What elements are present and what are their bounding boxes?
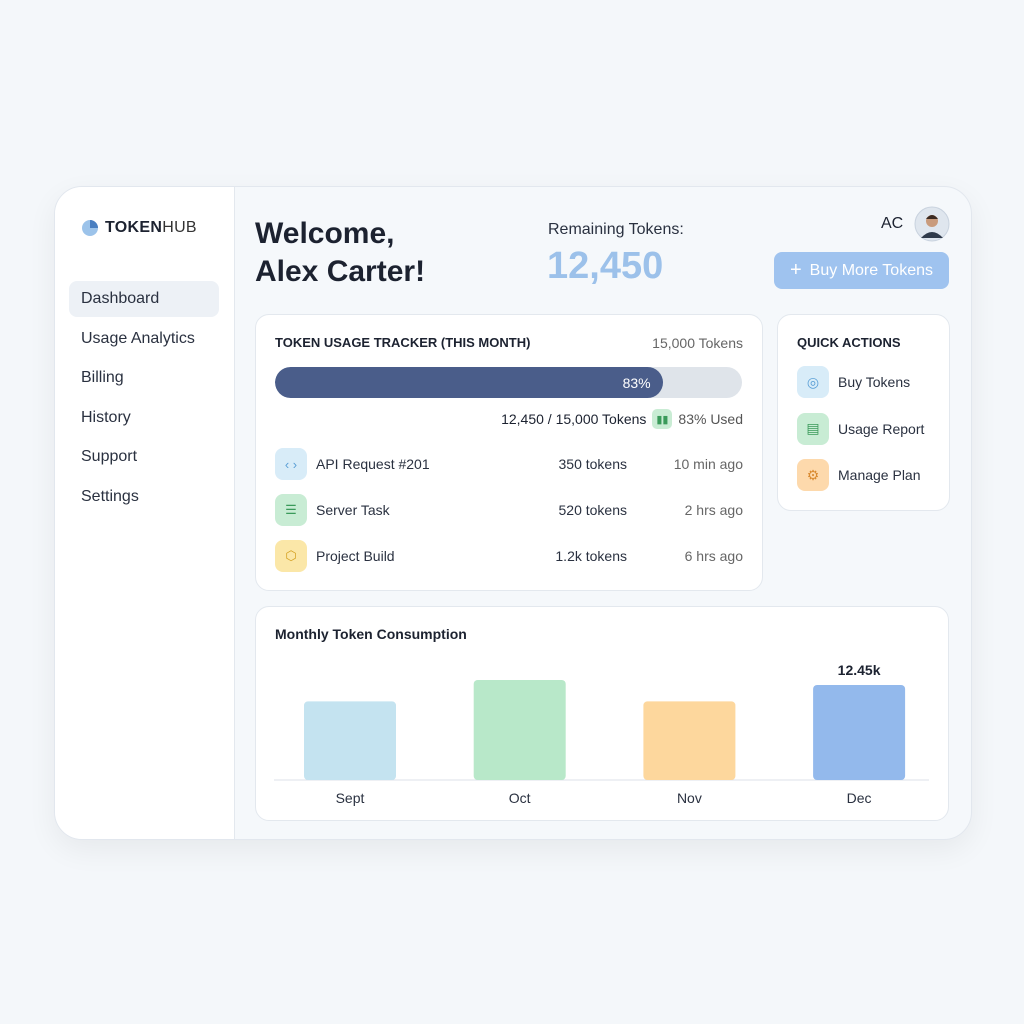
logo-icon <box>82 220 98 236</box>
value-label: 12.45k <box>838 662 881 678</box>
progress-fill <box>275 367 663 398</box>
brand-bold: TOKEN <box>105 219 163 236</box>
nav-item[interactable]: Billing <box>81 369 124 387</box>
nav-item[interactable]: Support <box>81 448 138 466</box>
item-icon: ‹ › <box>275 448 307 480</box>
x-tick-label: Sept <box>336 790 365 806</box>
progress-track: 83% <box>275 367 742 398</box>
progress-summary: 12,450 / 15,000 Tokens ▮▮ 83% Used <box>501 409 743 429</box>
bar <box>473 680 566 780</box>
used: 83% Used <box>678 411 743 427</box>
x-tick-label: Dec <box>847 790 872 806</box>
action-label[interactable]: Buy Tokens <box>838 374 911 390</box>
action-label[interactable]: Manage Plan <box>838 467 921 483</box>
x-tick-label: Nov <box>677 790 702 806</box>
tracker-title: TOKEN USAGE TRACKER (THIS MONTH) <box>275 335 531 350</box>
buy-button-label: Buy More Tokens <box>809 261 933 279</box>
chart-panel: Monthly Token Consumption Sept Oct Nov Dec 1… <box>255 606 949 821</box>
item-tokens: 1.2k tokens <box>555 548 627 564</box>
welcome-line: Welcome, <box>255 217 395 250</box>
user-initials: AC <box>881 215 904 232</box>
progress-label: 83% <box>622 375 651 391</box>
nav-item[interactable]: History <box>81 408 131 426</box>
app-window: TOKENHUB Dashboard Usage Analytics Billing… <box>54 186 972 840</box>
bar <box>304 701 396 780</box>
action-label[interactable]: Usage Report <box>838 420 925 437</box>
sidebar: TOKENHUB Dashboard Usage Analytics Billing… <box>55 187 235 839</box>
item-time: 10 min ago <box>673 456 743 472</box>
chart-title: Monthly Token Consumption <box>275 626 467 642</box>
item-tokens: 520 tokens <box>558 502 628 518</box>
item-name: Server Task <box>316 502 390 518</box>
x-tick-label: Oct <box>509 790 531 806</box>
bar-chart: Sept Oct Nov Dec 12.45k <box>274 662 929 806</box>
welcome: Welcome, Alex Carter! <box>255 215 425 291</box>
item-name: API Request #201 <box>316 456 430 472</box>
brand-light: HUB <box>162 219 197 236</box>
item-icon: ⬡ <box>275 540 307 572</box>
tracker-total: 15,000 Tokens <box>652 335 743 351</box>
item-icon: ☰ <box>275 494 307 526</box>
nav-item[interactable]: Usage Analytics <box>81 329 195 347</box>
summary: 12,450 / 15,000 Tokens <box>501 411 647 427</box>
remaining-label: Remaining Tokens: <box>548 221 684 238</box>
avatar[interactable] <box>914 206 950 242</box>
item-time: 6 hrs ago <box>684 548 743 564</box>
tracker-panel: TOKEN USAGE TRACKER (THIS MONTH) 15,000 … <box>255 314 763 591</box>
remaining-value: 12,450 <box>547 245 664 287</box>
bar <box>813 684 906 780</box>
bar <box>643 701 736 780</box>
chart-icon: ▮▮ <box>652 409 673 429</box>
item-tokens: 350 tokens <box>558 456 628 472</box>
welcome-line: Alex Carter! <box>255 255 426 288</box>
quick-actions-title: QUICK ACTIONS <box>797 335 901 350</box>
item-time: 2 hrs ago <box>684 502 743 518</box>
nav-item[interactable]: Dashboard <box>69 281 219 317</box>
action-icon[interactable]: ▤ <box>797 412 829 445</box>
plus-icon: + <box>789 259 802 281</box>
nav-item[interactable]: Settings <box>81 488 139 505</box>
action-icon[interactable]: ◎ <box>797 366 829 398</box>
action-icon[interactable]: ⚙ <box>797 459 829 491</box>
quick-actions-panel: QUICK ACTIONS ◎ Buy Tokens ▤ Usage Report ⚙ M… <box>777 314 950 511</box>
item-name: Project Build <box>316 548 395 564</box>
buy-button[interactable]: + Buy More Tokens <box>774 252 949 289</box>
brand: TOKENHUB <box>105 219 197 237</box>
